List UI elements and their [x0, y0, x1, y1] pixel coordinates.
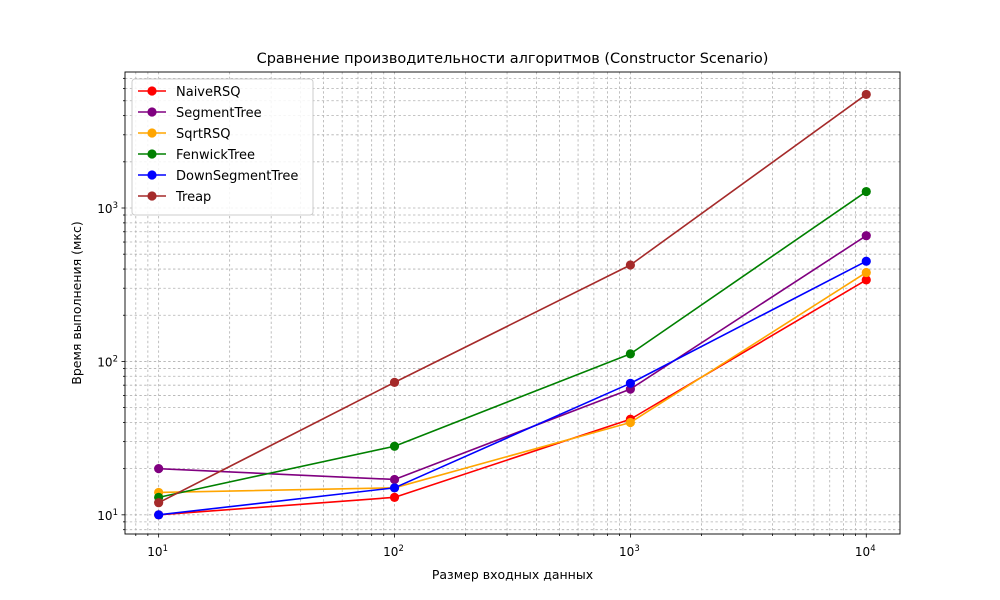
- data-point: [861, 267, 871, 278]
- legend-item: NaiveRSQ: [138, 85, 241, 100]
- y-axis-label: Время выполнения (мкс): [69, 221, 84, 384]
- legend: NaiveRSQ SegmentTree SqrtRSQ FenwickTree Dow…: [131, 78, 314, 216]
- legend-label: SegmentTree: [176, 106, 262, 121]
- legend-marker: [147, 149, 157, 159]
- data-point: [389, 377, 400, 387]
- legend-label: DownSegmentTree: [176, 169, 298, 184]
- data-point: [861, 231, 871, 241]
- x-axis-label: Размер входных данных: [432, 567, 593, 582]
- data-point: [625, 260, 635, 270]
- data-point: [389, 492, 400, 502]
- series-line: [158, 190, 867, 499]
- legend-label: NaiveRSQ: [176, 85, 241, 100]
- legend-item: FenwickTree: [138, 148, 255, 163]
- x-tick-label: 104: [855, 544, 876, 559]
- data-point: [625, 378, 635, 388]
- data-point: [861, 256, 871, 266]
- legend-box: [131, 78, 314, 216]
- series-line: [158, 271, 867, 494]
- legend-label: Treap: [175, 190, 211, 205]
- legend-marker: [147, 86, 157, 96]
- x-tick-label: 103: [619, 544, 640, 559]
- legend-item: SqrtRSQ: [138, 127, 230, 142]
- y-tick-label: 102: [97, 354, 118, 369]
- data-point: [154, 498, 164, 508]
- plot-frame: [124, 71, 901, 535]
- series-line: [158, 279, 867, 516]
- series-line: [158, 260, 867, 516]
- x-tick-label: 102: [383, 544, 404, 559]
- legend-marker: [147, 191, 157, 201]
- chart-title: Сравнение производительности алгоритмов …: [257, 51, 769, 67]
- data-point: [861, 89, 871, 100]
- data-point: [389, 474, 400, 485]
- y-tick-label: 103: [97, 201, 118, 216]
- series-line: [158, 93, 867, 504]
- legend-marker: [147, 107, 157, 117]
- series-treap: [154, 89, 871, 508]
- legend-marker: [147, 170, 157, 180]
- data-point: [389, 441, 400, 451]
- legend-marker: [147, 128, 157, 138]
- series-downsegmenttree: [154, 256, 871, 520]
- axis-ticks: 101 102 103 104 101 102 103: [97, 77, 876, 559]
- legend-item: DownSegmentTree: [138, 169, 298, 184]
- data-point: [625, 349, 635, 359]
- legend-label: FenwickTree: [176, 148, 255, 163]
- series-fenwicktree: [154, 186, 871, 502]
- data-point: [389, 483, 400, 493]
- legend-item: Treap: [138, 190, 211, 205]
- legend-label: SqrtRSQ: [176, 127, 230, 142]
- series-line: [158, 235, 867, 481]
- data-point: [625, 417, 635, 428]
- series-group: [154, 89, 871, 520]
- data-point: [861, 186, 871, 197]
- data-point: [861, 275, 871, 285]
- data-point: [154, 510, 164, 520]
- data-point: [154, 464, 164, 474]
- x-tick-label: 101: [147, 544, 168, 559]
- legend-item: SegmentTree: [138, 106, 262, 121]
- y-tick-label: 101: [97, 508, 118, 523]
